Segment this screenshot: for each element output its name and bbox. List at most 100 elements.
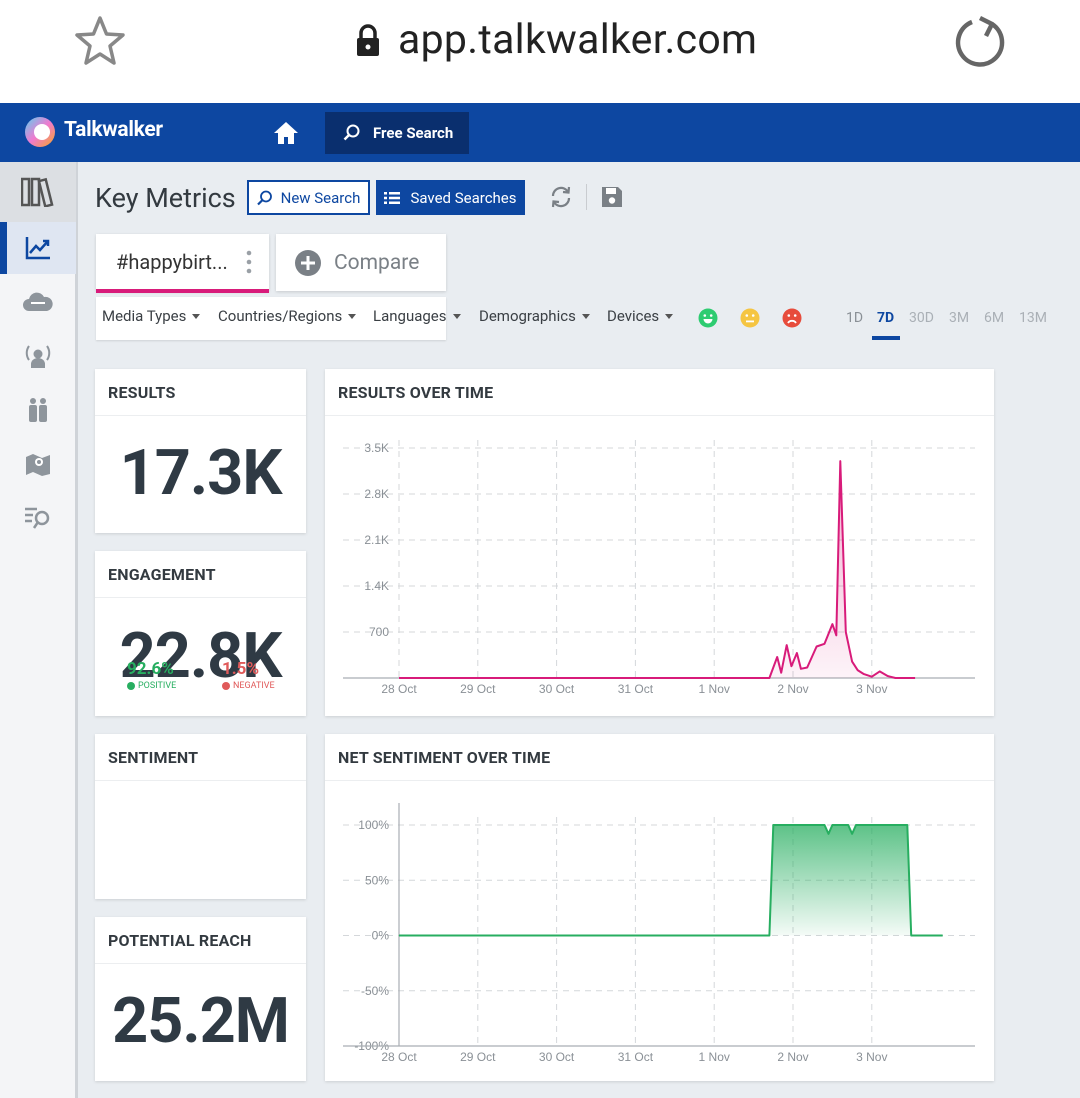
x-tick-label: 31 Oct: [618, 682, 654, 696]
sidebar-item-library[interactable]: [0, 162, 76, 222]
positive-smiley-icon[interactable]: [698, 308, 718, 328]
filter-label: Countries/Regions: [218, 307, 343, 325]
x-tick-label: 2 Nov: [777, 1050, 808, 1064]
y-tick-label: -50%: [361, 984, 389, 998]
main-area: Key Metrics New Search Saved Searches #h…: [0, 162, 1080, 1098]
positive-sentiment-value: 92.6%: [127, 659, 174, 679]
card-divider: [95, 963, 306, 964]
period-3m[interactable]: 3M: [949, 310, 970, 326]
potential-reach-title: POTENTIAL REACH: [108, 931, 252, 950]
y-tick-label: 3.5K: [364, 441, 389, 455]
filter-demographics[interactable]: Demographics: [479, 307, 590, 325]
filter-label: Media Types: [102, 307, 187, 325]
period-13m[interactable]: 13M: [1019, 310, 1047, 326]
filter-devices[interactable]: Devices: [607, 307, 674, 325]
y-tick-label: 700: [369, 625, 389, 639]
period-30d[interactable]: 30D: [909, 310, 934, 326]
x-tick-label: 28 Oct: [381, 682, 417, 696]
filter-label: Languages: [373, 307, 447, 325]
saved-searches-label: Saved Searches: [410, 188, 517, 207]
period-7d[interactable]: 7D: [877, 310, 895, 326]
filter-languages[interactable]: Languages: [373, 307, 461, 325]
talkwalker-logo-icon[interactable]: [22, 114, 58, 150]
potential-reach-card: POTENTIAL REACH 25.2M: [95, 917, 306, 1081]
sidebar-item-cloud[interactable]: [0, 276, 76, 328]
results-chart-title: RESULTS OVER TIME: [338, 383, 494, 402]
period-6m[interactable]: 6M: [984, 310, 1005, 326]
y-tick-label: 0%: [372, 929, 390, 943]
home-icon[interactable]: [272, 120, 300, 146]
sidebar-item-analytics[interactable]: [0, 222, 76, 274]
period-1d[interactable]: 1D: [846, 310, 864, 326]
x-tick-label: 30 Oct: [539, 682, 575, 696]
map-icon: [26, 454, 50, 476]
chevron-down-icon: [665, 313, 674, 319]
x-tick-label: 29 Oct: [460, 1050, 496, 1064]
app-header: Talkwalker Free Search: [0, 103, 1080, 162]
series-line: [399, 460, 916, 679]
negative-label-text: NEGATIVE: [233, 681, 275, 691]
net-sentiment-over-time-chart: 28 Oct 29 Oct 30 Oct 31 Oct 1 Nov 2 Nov 3 Nov 1…: [343, 803, 975, 1064]
x-tick-label: 1 Nov: [699, 1050, 730, 1064]
chevron-down-icon: [192, 313, 201, 319]
sidebar: [0, 162, 78, 1098]
cloud-icon: [23, 292, 53, 311]
saved-searches-button[interactable]: Saved Searches: [376, 180, 525, 215]
lock-icon: [357, 24, 379, 56]
free-search-label: Free Search: [373, 124, 454, 142]
new-search-label: New Search: [280, 188, 361, 207]
active-period-indicator: [872, 336, 900, 340]
reload-icon[interactable]: [950, 12, 1010, 72]
potential-reach-value: 25.2M: [112, 985, 290, 1058]
sidebar-item-demographics[interactable]: [0, 384, 76, 436]
x-tick-label: 2 Nov: [777, 682, 808, 696]
filter-countries-regions[interactable]: Countries/Regions: [218, 307, 357, 325]
free-search-button[interactable]: Free Search: [325, 112, 469, 154]
search-icon: [256, 190, 272, 205]
negative-sentiment-value: 1.5%: [222, 659, 260, 679]
browser-url-bar: app.talkwalker.com: [0, 0, 1080, 103]
positive-dot-icon: [127, 682, 135, 690]
chevron-down-icon: [348, 313, 357, 319]
page-title: Key Metrics: [95, 182, 236, 214]
library-icon: [21, 177, 54, 207]
x-tick-label: 3 Nov: [856, 682, 887, 696]
add-circle-icon: [295, 249, 321, 276]
x-tick-label: 29 Oct: [460, 682, 496, 696]
star-icon[interactable]: [72, 14, 128, 70]
sentiment-chart-title: NET SENTIMENT OVER TIME: [338, 748, 551, 767]
series-area: [399, 825, 943, 936]
active-tab-indicator: [96, 289, 269, 293]
influencer-icon: [25, 345, 51, 368]
compare-button[interactable]: Compare: [276, 234, 446, 291]
more-options-icon[interactable]: [246, 249, 252, 275]
negative-dot-icon: [222, 682, 230, 690]
save-icon[interactable]: [601, 186, 623, 208]
card-divider: [95, 415, 306, 416]
positive-sentiment-label: POSITIVE: [127, 681, 176, 691]
results-title: RESULTS: [108, 383, 176, 402]
url-text[interactable]: app.talkwalker.com: [398, 16, 758, 64]
x-tick-label: 28 Oct: [381, 1050, 417, 1064]
toolbar-divider: [586, 184, 587, 210]
filter-bar-background: [96, 297, 446, 340]
negative-smiley-icon[interactable]: [782, 308, 802, 328]
sidebar-item-map[interactable]: [0, 438, 76, 490]
refresh-icon[interactable]: [550, 186, 572, 208]
y-tick-label: 1.4K: [364, 579, 389, 593]
sidebar-item-search-list[interactable]: [0, 492, 76, 544]
filter-media-types[interactable]: Media Types: [102, 307, 201, 325]
card-divider: [95, 780, 306, 781]
brand-name[interactable]: Talkwalker: [64, 118, 163, 142]
list-icon: [384, 191, 401, 204]
query-tab-label: #happybirt...: [116, 250, 228, 274]
sidebar-item-influencers[interactable]: [0, 330, 76, 382]
results-value: 17.3K: [119, 437, 283, 510]
card-divider: [325, 780, 994, 781]
neutral-smiley-icon[interactable]: [740, 308, 760, 328]
engagement-value: 22.8K: [119, 620, 283, 693]
search-icon: [343, 124, 360, 141]
y-tick-label: 2.8K: [364, 487, 389, 501]
new-search-button[interactable]: New Search: [247, 180, 370, 215]
query-tab[interactable]: #happybirt...: [96, 234, 269, 293]
